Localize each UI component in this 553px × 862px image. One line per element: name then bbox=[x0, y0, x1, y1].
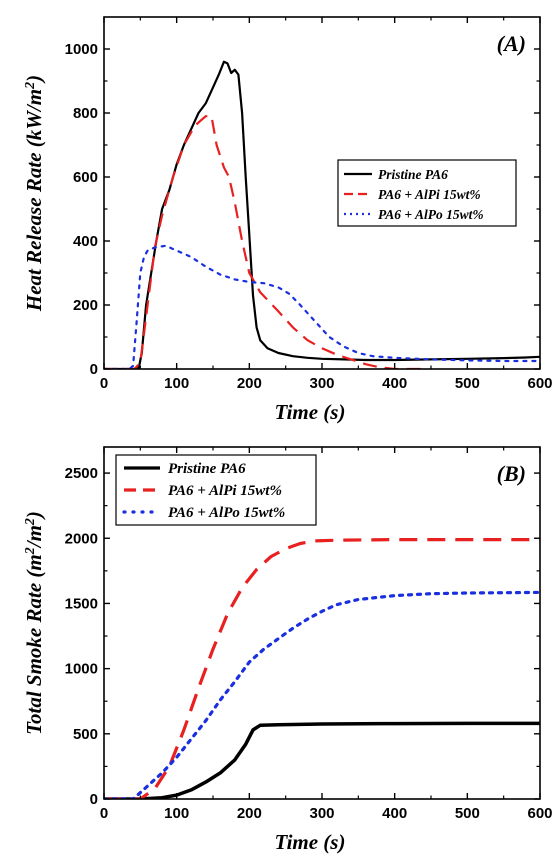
y-axis-title: Total Smoke Rate (m2/m2) bbox=[22, 511, 46, 735]
legend-box bbox=[337, 159, 517, 227]
x-tick-label: 600 bbox=[527, 805, 552, 822]
x-tick-label: 400 bbox=[382, 375, 407, 392]
x-tick-label: 100 bbox=[164, 805, 189, 822]
x-tick-label: 200 bbox=[237, 805, 262, 822]
y-tick-label: 500 bbox=[73, 726, 98, 743]
panel-label: (A) bbox=[497, 31, 526, 56]
x-tick-label: 400 bbox=[382, 805, 407, 822]
y-tick-label: 2000 bbox=[65, 530, 98, 547]
series-line-1 bbox=[104, 721, 540, 799]
legend-label: Pristine PA6 bbox=[168, 461, 246, 477]
y-tick-label: 200 bbox=[73, 297, 98, 314]
y-axis-title-end: ) bbox=[22, 75, 46, 84]
x-axis-title: Time (s) bbox=[275, 400, 346, 424]
panel-label: (B) bbox=[497, 461, 526, 486]
panel-a-heat-release-rate: 0 100 200 300 400 500 600 0 200 400 600 800 1000 Time… bbox=[22, 16, 553, 424]
y-axis-title-sup: 2 bbox=[23, 82, 38, 90]
x-tick-label: 300 bbox=[309, 805, 334, 822]
x-tick-label: 300 bbox=[309, 375, 334, 392]
series-line-3 bbox=[104, 590, 540, 799]
x-tick-label: 600 bbox=[527, 375, 552, 392]
panel-b-total-smoke-rate: 0 100 200 300 400 500 600 0 500 1000 1500 2000 2500 T… bbox=[22, 446, 553, 854]
y-tick-label: 400 bbox=[73, 233, 98, 250]
legend-label: Pristine PA6 bbox=[378, 167, 448, 182]
y-tick-label: 1500 bbox=[65, 595, 98, 612]
y-axis-title-main: Heat Release Rate (kW/m bbox=[22, 89, 46, 312]
y-tick-label: 800 bbox=[73, 105, 98, 122]
y-tick-label: 600 bbox=[73, 169, 98, 186]
x-tick-label: 0 bbox=[100, 805, 108, 822]
y-axis-title-sup: 2 bbox=[23, 547, 38, 555]
y-axis-title-sup: 2 bbox=[23, 518, 38, 526]
legend: Pristine PA6 PA6 + AlPi 15wt% PA6 + AlPo 1… bbox=[337, 159, 517, 227]
y-axis-title: Heat Release Rate (kW/m2) bbox=[22, 75, 46, 312]
legend-label: PA6 + AlPo 15wt% bbox=[378, 207, 484, 222]
x-axis-title: Time (s) bbox=[275, 830, 346, 854]
x-tick-label: 100 bbox=[164, 375, 189, 392]
y-axis-title-end: ) bbox=[22, 511, 46, 520]
legend-label: PA6 + AlPo 15wt% bbox=[168, 505, 285, 521]
series-line-2 bbox=[104, 538, 540, 799]
legend: Pristine PA6 PA6 + AlPi 15wt% PA6 + AlPo 1… bbox=[115, 454, 317, 526]
y-tick-label: 2500 bbox=[65, 465, 98, 482]
x-tick-label: 500 bbox=[455, 805, 480, 822]
series-line-2 bbox=[104, 115, 424, 369]
x-tick-label: 0 bbox=[100, 375, 108, 392]
y-axis-title-main: Total Smoke Rate (m bbox=[22, 554, 46, 735]
y-tick-label: 1000 bbox=[65, 661, 98, 678]
series-line-3 bbox=[104, 244, 540, 369]
y-tick-label: 0 bbox=[90, 791, 98, 808]
y-tick-label: 1000 bbox=[65, 41, 98, 58]
x-tick-label: 200 bbox=[237, 375, 262, 392]
legend-label: PA6 + AlPi 15wt% bbox=[168, 483, 282, 499]
y-axis-title-mid: /m bbox=[22, 525, 46, 549]
legend-label: PA6 + AlPi 15wt% bbox=[378, 187, 481, 202]
y-tick-label: 0 bbox=[90, 361, 98, 378]
x-tick-label: 500 bbox=[455, 375, 480, 392]
